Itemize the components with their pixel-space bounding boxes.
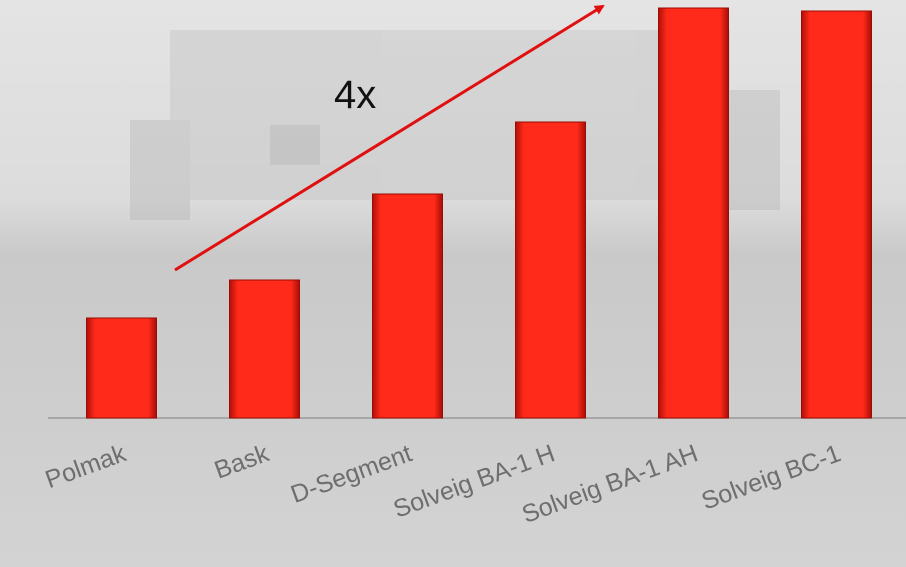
bar (86, 317, 157, 419)
bar (372, 193, 443, 419)
bar (801, 10, 872, 419)
growth-arrow (174, 4, 605, 272)
rig-silhouette (130, 30, 780, 220)
bar (658, 7, 729, 419)
annotation: 4x (334, 73, 376, 117)
bar (229, 279, 300, 419)
bar (515, 121, 586, 419)
